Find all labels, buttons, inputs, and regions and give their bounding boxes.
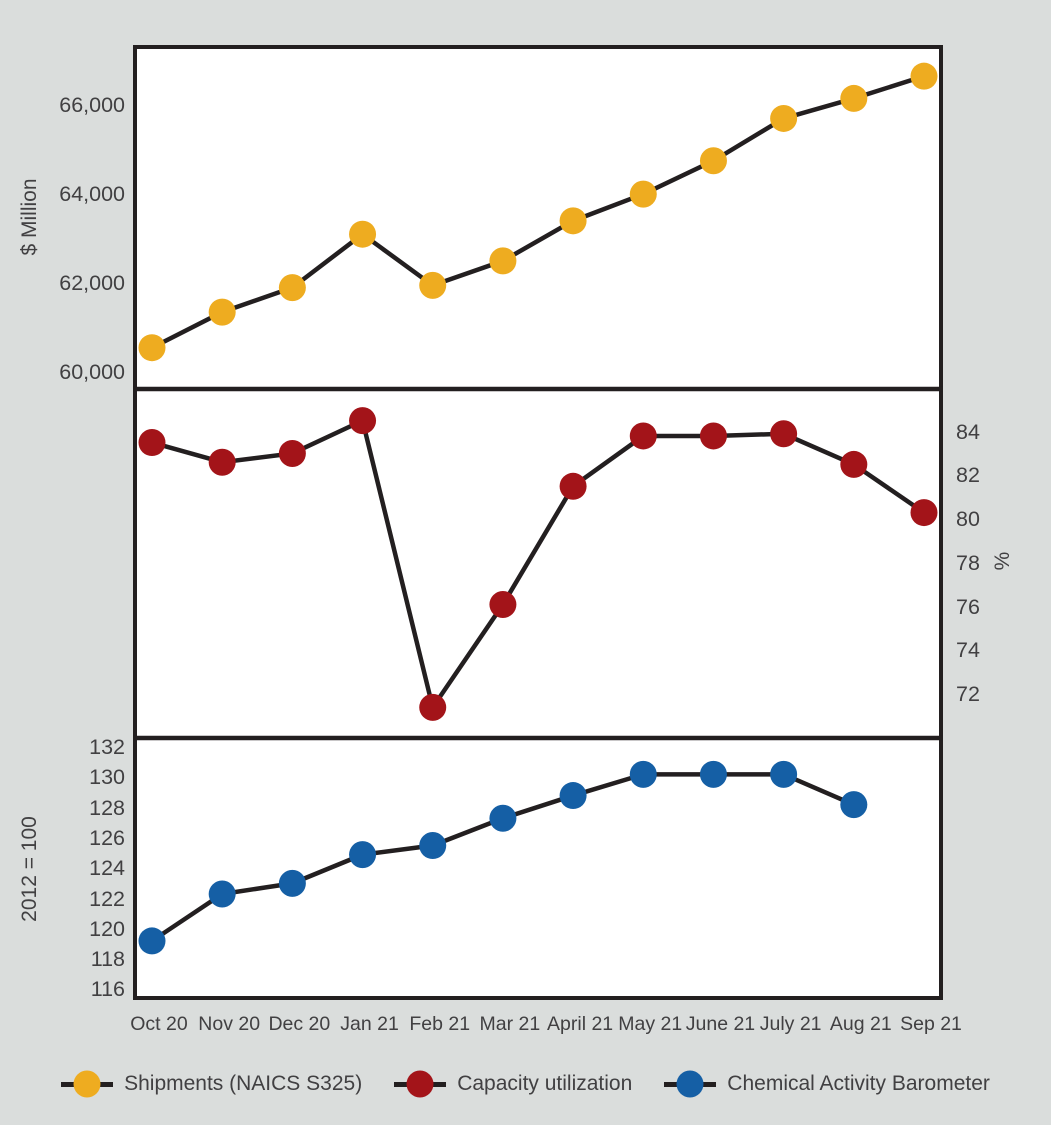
shipments-point: [629, 180, 657, 208]
shipments-point: [349, 220, 377, 248]
legend: Shipments (NAICS S325) Capacity utilizat…: [0, 1066, 1051, 1102]
x-tick-label: Nov 20: [198, 1013, 261, 1035]
capacity-utilization-point: [840, 450, 868, 478]
legend-item-shipments: Shipments (NAICS S325): [61, 1070, 363, 1098]
chemical-activity-barometer-point: [138, 927, 166, 955]
y-tick-label-chemical-activity-barometer: 126: [89, 825, 125, 850]
capacity-dot-icon: [406, 1070, 434, 1098]
barometer-series-marker-icon: [664, 1070, 717, 1098]
x-tick-label: Sep 21: [900, 1013, 962, 1035]
shipments-point: [208, 298, 236, 326]
shipments-series-marker-icon: [61, 1070, 114, 1098]
y-tick-label-chemical-activity-barometer: 128: [89, 795, 125, 820]
y-tick-label-chemical-activity-barometer: 124: [89, 856, 125, 881]
legend-label-shipments: Shipments (NAICS S325): [124, 1072, 363, 1095]
shipments-point: [559, 207, 587, 235]
capacity-series-marker-icon: [394, 1070, 447, 1098]
shipments-point: [770, 104, 798, 132]
y-tick-label-capacity-utilization: 82: [956, 463, 980, 488]
y-tick-label-chemical-activity-barometer: 116: [90, 977, 125, 1002]
capacity-utilization-point: [349, 407, 377, 435]
chemical-activity-barometer-point: [349, 841, 377, 869]
shipments-point: [910, 62, 938, 90]
x-tick-label: Feb 21: [409, 1013, 471, 1035]
y-tick-label-shipments: 64,000: [59, 182, 125, 207]
capacity-utilization-point: [910, 499, 938, 527]
x-tick-label: June 21: [685, 1013, 756, 1035]
capacity-utilization-point: [559, 472, 587, 500]
shipments-point: [419, 271, 447, 299]
x-tick-label: Oct 20: [130, 1013, 188, 1035]
y-tick-label-shipments: 66,000: [59, 93, 125, 118]
shipments-point: [278, 274, 306, 302]
chemical-activity-barometer-point: [840, 791, 868, 819]
chemical-activity-barometer-point: [770, 760, 798, 788]
y-tick-label-capacity-utilization: 74: [956, 638, 980, 663]
capacity-utilization-point: [489, 590, 517, 618]
y-tick-label-capacity-utilization: 76: [956, 594, 980, 619]
y-tick-label-chemical-activity-barometer: 120: [89, 916, 125, 941]
legend-label-barometer: Chemical Activity Barometer: [727, 1072, 990, 1095]
y-tick-label-capacity-utilization: 80: [956, 507, 980, 532]
y-tick-label-chemical-activity-barometer: 130: [89, 765, 125, 790]
x-tick-label: Dec 20: [268, 1013, 331, 1035]
chemical-activity-barometer-point: [208, 880, 236, 908]
x-tick-label: July 21: [759, 1013, 822, 1035]
capacity-utilization-point: [699, 422, 727, 450]
legend-item-capacity-utilization: Capacity utilization: [394, 1070, 633, 1098]
chemical-activity-barometer-point: [629, 760, 657, 788]
chemical-activity-barometer-point: [419, 832, 447, 860]
x-tick-label: May 21: [618, 1013, 683, 1035]
legend-item-barometer: Chemical Activity Barometer: [664, 1070, 990, 1098]
chemical-activity-barometer-point: [489, 804, 517, 832]
capacity-utilization-point: [208, 448, 236, 476]
x-tick-label: Mar 21: [479, 1013, 541, 1035]
capacity-utilization-point: [629, 422, 657, 450]
chemical-activity-barometer-point: [699, 760, 727, 788]
y-tick-label-shipments: 60,000: [59, 360, 125, 385]
shipments-point: [840, 84, 868, 112]
x-tick-label: Aug 21: [829, 1013, 892, 1035]
chemical-activity-barometer-point: [559, 782, 587, 810]
shipments-point: [489, 247, 517, 275]
y-tick-label-capacity-utilization: 84: [956, 419, 980, 444]
capacity-utilization-point: [419, 693, 447, 721]
shipments-point: [138, 334, 166, 362]
y-tick-label-chemical-activity-barometer: 122: [89, 886, 125, 911]
shipments-dot-icon: [73, 1070, 101, 1098]
y-tick-label-capacity-utilization: 78: [956, 550, 980, 575]
y-tick-label-capacity-utilization: 72: [956, 682, 980, 707]
y-tick-label-shipments: 62,000: [59, 271, 125, 296]
y-tick-label-chemical-activity-barometer: 132: [89, 735, 125, 760]
barometer-dot-icon: [676, 1070, 704, 1098]
capacity-utilization-point: [138, 429, 166, 457]
capacity-utilization-point: [278, 439, 306, 467]
shipments-point: [699, 147, 727, 175]
y-tick-label-chemical-activity-barometer: 118: [90, 947, 125, 972]
chemical-activity-barometer-point: [278, 869, 306, 897]
legend-label-capacity-utilization: Capacity utilization: [457, 1072, 633, 1095]
x-tick-label: April 21: [547, 1013, 614, 1035]
x-tick-label: Jan 21: [340, 1013, 399, 1035]
panel-background: [133, 45, 943, 1000]
capacity-utilization-point: [770, 420, 798, 448]
